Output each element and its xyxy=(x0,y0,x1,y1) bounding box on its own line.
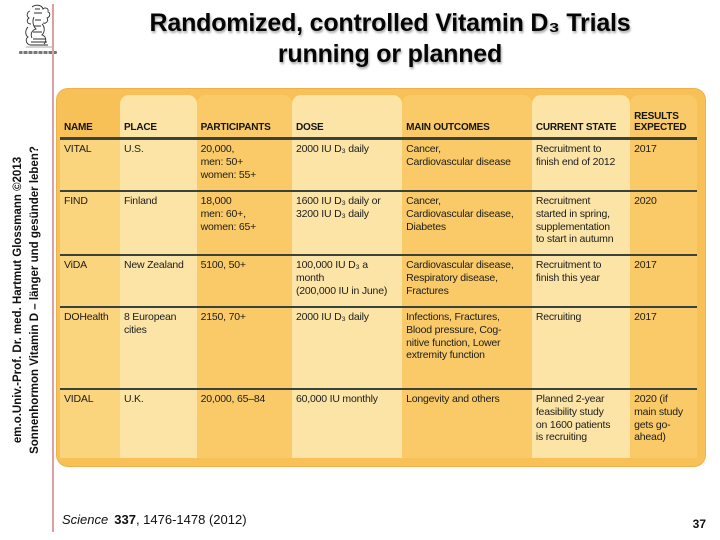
cell-dohealth-results-expected: 2017 xyxy=(630,308,697,388)
table-row-find: FIND Finland 18,000 men: 60+, women: 65+ 16… xyxy=(60,190,697,254)
cell-find-current-state: Recruitment started in spring, supplemen… xyxy=(531,192,631,254)
logo-caption xyxy=(19,51,57,54)
cell-vidal-current-state: Planned 2-year feasibility study on 1600… xyxy=(531,390,631,458)
cell-dohealth-participants: 2150, 70+ xyxy=(196,308,292,388)
cell-dohealth-current-state: Recruiting xyxy=(531,308,631,388)
cell-find-name: FIND xyxy=(60,192,120,254)
page-number: 37 xyxy=(692,517,706,531)
cell-vida-participants: 5100, 50+ xyxy=(196,256,292,306)
cell-dohealth-name: DOHealth xyxy=(60,308,120,388)
header-cell-place: PLACE xyxy=(119,95,197,137)
cell-find-results-expected: 2020 xyxy=(630,192,697,254)
header-cell-name: NAME xyxy=(60,95,120,137)
citation: Science 337, 1476-1478 (2012) xyxy=(62,512,247,527)
cell-vida-results-expected: 2017 xyxy=(630,256,697,306)
header-cell-results-expected: RESULTS EXPECTED xyxy=(630,95,697,137)
cell-vidal-place: U.K. xyxy=(119,390,197,458)
cell-vital-name: VITAL xyxy=(60,140,120,190)
sidebar-divider-line xyxy=(52,4,54,532)
cell-dohealth-place: 8 European cities xyxy=(119,308,197,388)
cell-vida-current-state: Recruitment to finish this year xyxy=(531,256,631,306)
cell-find-dose: 1600 IU D₃ daily or 3200 IU D₃ daily xyxy=(291,192,403,254)
cell-find-main-outcomes: Cancer, Cardiovascular disease, Diabetes xyxy=(402,192,532,254)
table-row-vida: ViDA New Zealand 5100, 50+ 100,000 IU D₃ a … xyxy=(60,254,697,306)
cell-vital-results-expected: 2017 xyxy=(630,140,697,190)
cell-dohealth-dose: 2000 IU D₃ daily xyxy=(291,308,403,388)
sidebar-credit-line2: Sonnenhormon Vitamin D – länger und gesü… xyxy=(28,146,41,454)
cell-find-place: Finland xyxy=(119,192,197,254)
cell-vidal-results-expected: 2020 (if main study gets go- ahead) xyxy=(630,390,697,458)
title-line-2: running or planned xyxy=(277,39,503,68)
sidebar-credit: em.o.Univ.-Prof. Dr. med. Hartmut Glossm… xyxy=(10,135,46,465)
cell-vital-main-outcomes: Cancer, Cardiovascular disease xyxy=(402,140,532,190)
slide-title: Randomized, controlled Vitamin D₃ Trials… xyxy=(62,8,718,69)
cell-vidal-main-outcomes: Longevity and others xyxy=(402,390,532,458)
journal-name: Science xyxy=(62,512,109,527)
cell-vida-name: ViDA xyxy=(60,256,120,306)
trials-table: NAME PLACE PARTICIPANTS DOSE MAIN OUTCOMES CU… xyxy=(56,88,706,467)
journal-volume: 337 xyxy=(114,512,136,527)
table-header-row: NAME PLACE PARTICIPANTS DOSE MAIN OUTCOMES CU… xyxy=(60,95,697,140)
cell-find-participants: 18,000 men: 60+, women: 65+ xyxy=(196,192,292,254)
table-body: VITAL U.S. 20,000, men: 50+ women: 55+ 2000… xyxy=(60,140,697,458)
table-row-vidal: VIDAL U.K. 20,000, 65–84 60,000 IU monthly L… xyxy=(60,388,697,458)
engraving-image xyxy=(25,4,52,48)
citation-rest: , 1476-1478 (2012) xyxy=(135,512,247,527)
cell-vital-place: U.S. xyxy=(119,140,197,190)
cell-vital-current-state: Recruitment to finish end of 2012 xyxy=(531,140,631,190)
cell-dohealth-main-outcomes: Infections, Fractures, Blood pressure, C… xyxy=(402,308,532,388)
sidebar-credit-line1: em.o.Univ.-Prof. Dr. med. Hartmut Glossm… xyxy=(12,156,24,444)
cell-vidal-name: VIDAL xyxy=(60,390,120,458)
header-cell-current-state: CURRENT STATE xyxy=(531,95,631,137)
cell-vidal-participants: 20,000, 65–84 xyxy=(196,390,292,458)
header-cell-main-outcomes: MAIN OUTCOMES xyxy=(402,95,532,137)
cell-vital-dose: 2000 IU D₃ daily xyxy=(291,140,403,190)
cell-vital-participants: 20,000, men: 50+ women: 55+ xyxy=(196,140,292,190)
header-cell-dose: DOSE xyxy=(291,95,403,137)
cell-vida-dose: 100,000 IU D₃ a month (200,000 IU in Jun… xyxy=(291,256,403,306)
cell-vidal-dose: 60,000 IU monthly xyxy=(291,390,403,458)
cell-vida-place: New Zealand xyxy=(119,256,197,306)
title-line-1: Randomized, controlled Vitamin D₃ Trials xyxy=(149,9,631,37)
publisher-engraving-logo xyxy=(18,3,60,59)
table-row-vital: VITAL U.S. 20,000, men: 50+ women: 55+ 2000… xyxy=(60,140,697,190)
table-row-dohealth: DOHealth 8 European cities 2150, 70+ 2000 I… xyxy=(60,306,697,388)
cell-vida-main-outcomes: Cardiovascular disease, Respiratory dise… xyxy=(402,256,532,306)
header-cell-participants: PARTICIPANTS xyxy=(196,95,292,137)
